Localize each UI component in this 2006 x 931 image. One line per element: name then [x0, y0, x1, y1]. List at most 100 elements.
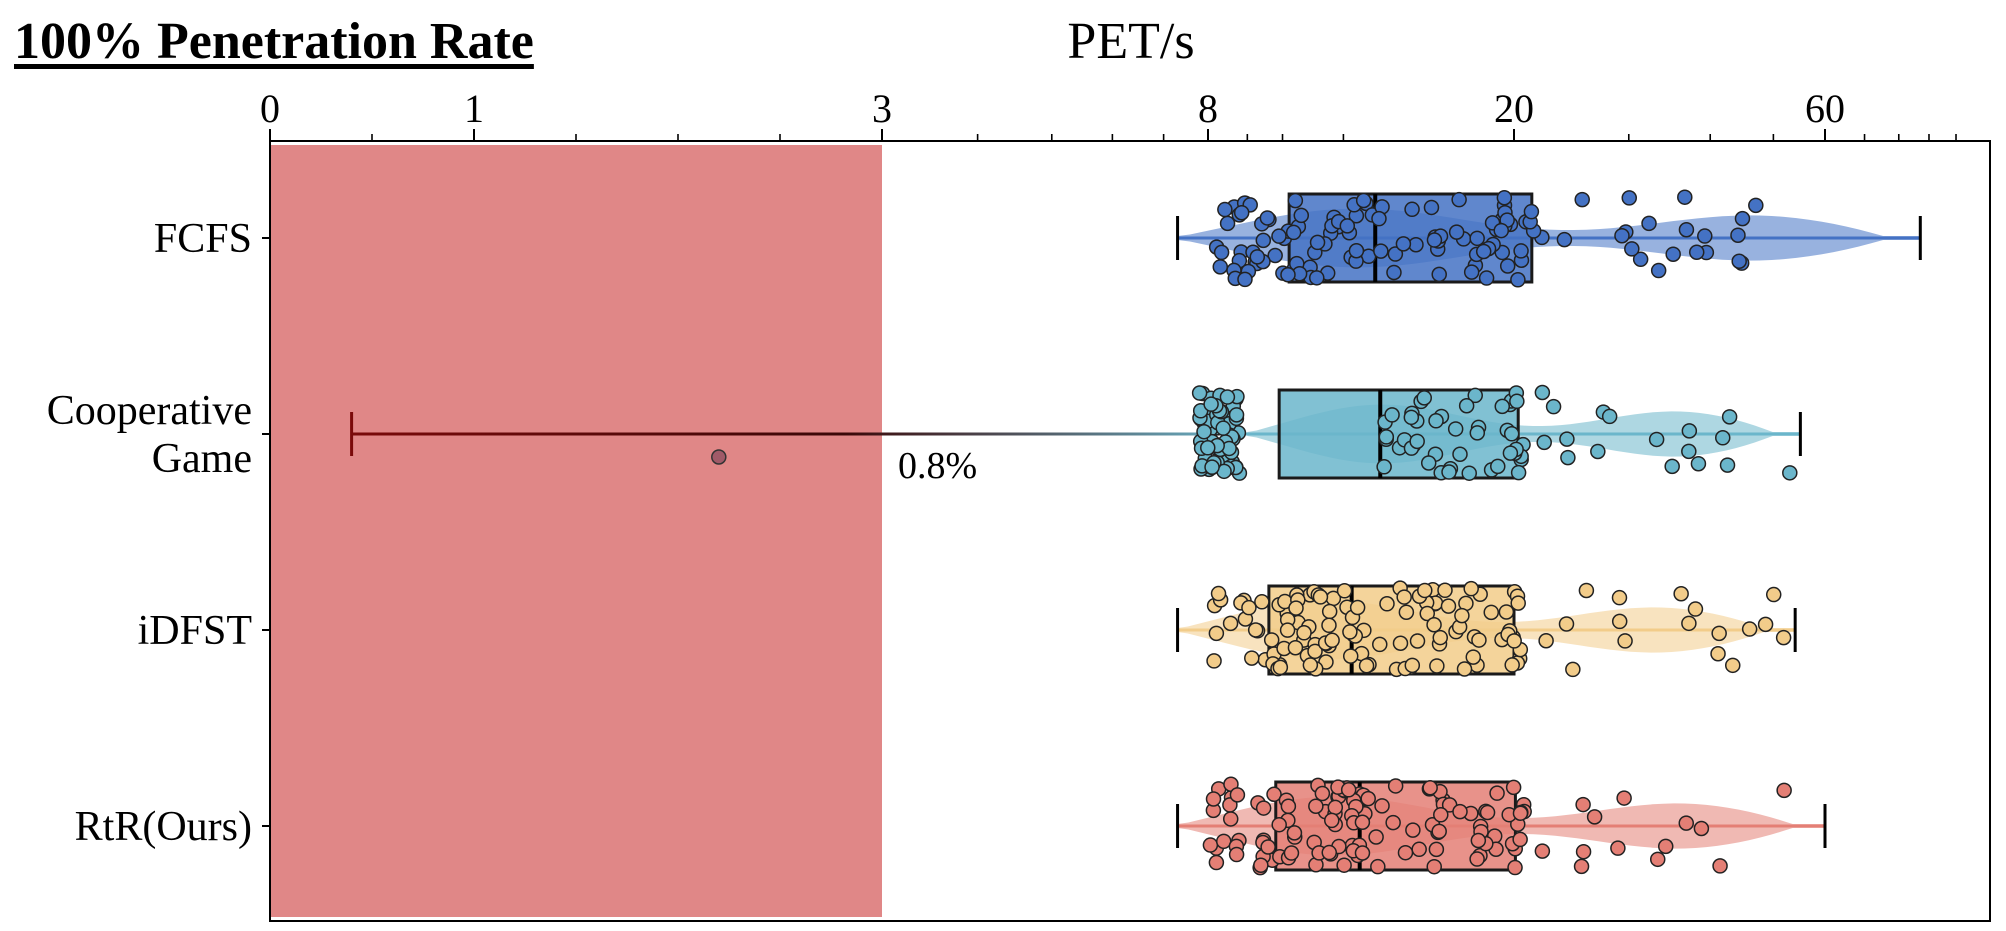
data-point — [1534, 843, 1551, 859]
data-point — [1545, 398, 1562, 415]
data-point — [1396, 589, 1412, 605]
data-point — [1321, 844, 1337, 861]
data-point — [1409, 633, 1426, 649]
data-point — [1267, 247, 1283, 264]
data-point — [1423, 199, 1440, 216]
data-point — [1419, 605, 1436, 622]
data-point — [1673, 585, 1689, 602]
data-point — [1397, 844, 1414, 861]
data-point — [1249, 249, 1266, 265]
data-point — [1314, 785, 1331, 802]
data-point — [1499, 258, 1516, 274]
data-point — [1748, 197, 1764, 214]
data-point — [1782, 465, 1798, 481]
category-label: FCFS — [154, 216, 252, 262]
data-point — [1710, 645, 1726, 662]
data-point — [1379, 596, 1395, 612]
data-point — [1507, 859, 1523, 876]
data-point — [1498, 604, 1515, 620]
data-point — [1681, 615, 1697, 632]
data-point — [1504, 657, 1520, 673]
data-point — [1575, 796, 1591, 813]
data-point — [1255, 232, 1272, 249]
data-point — [1287, 639, 1304, 656]
data-point — [1324, 812, 1340, 829]
data-point — [1621, 190, 1638, 206]
data-point — [1586, 809, 1603, 825]
data-point — [1469, 851, 1485, 867]
data-point — [1665, 246, 1681, 262]
data-point — [1426, 616, 1442, 633]
data-point — [1241, 599, 1257, 616]
data-point — [1228, 407, 1245, 423]
data-point — [1342, 648, 1359, 664]
data-point — [1697, 228, 1713, 244]
data-point — [1208, 854, 1225, 871]
data-point — [1386, 264, 1402, 281]
data-point — [1420, 455, 1437, 471]
data-point — [1496, 189, 1513, 206]
data-point — [1688, 244, 1705, 261]
data-point — [1392, 635, 1409, 651]
data-point — [1575, 843, 1592, 860]
data-point — [1712, 858, 1728, 874]
data-point — [1458, 397, 1475, 414]
data-point — [1286, 825, 1303, 841]
data-point — [1757, 616, 1774, 633]
data-point — [1416, 390, 1433, 406]
data-point — [1454, 607, 1470, 624]
data-point — [1463, 264, 1480, 280]
data-point — [1719, 457, 1736, 473]
data-point — [1285, 224, 1302, 241]
data-point — [1721, 409, 1738, 425]
data-point — [1479, 804, 1496, 821]
data-point — [1215, 833, 1232, 850]
data-point — [1254, 594, 1270, 610]
category-label: iDFST — [138, 608, 252, 654]
data-point — [1523, 203, 1540, 220]
data-point — [1578, 582, 1595, 599]
data-point — [1302, 657, 1319, 673]
plot-frame — [269, 140, 1991, 922]
category-label: RtR(Ours) — [75, 804, 252, 850]
data-point — [1461, 465, 1477, 481]
data-point — [1478, 270, 1495, 286]
data-point — [1219, 215, 1236, 232]
x-axis-label: PET/s — [1067, 13, 1194, 70]
data-point — [1512, 831, 1528, 848]
data-point — [1376, 459, 1392, 475]
data-point — [1681, 423, 1698, 439]
data-point — [1510, 595, 1526, 611]
data-point — [1395, 236, 1412, 252]
data-point — [1494, 398, 1511, 415]
data-point — [1336, 857, 1352, 873]
data-point — [1433, 807, 1449, 823]
data-point — [1342, 624, 1358, 640]
data-point — [1452, 446, 1468, 463]
data-point — [1263, 632, 1280, 648]
data-point — [1467, 387, 1483, 404]
data-point — [1280, 266, 1296, 283]
data-point — [1502, 445, 1519, 461]
data-point — [1456, 661, 1473, 677]
data-point — [1559, 431, 1575, 447]
data-point — [1590, 443, 1606, 460]
data-point — [1690, 455, 1707, 472]
data-point — [1426, 232, 1443, 248]
data-point — [1244, 650, 1260, 666]
data-point — [1237, 271, 1253, 288]
data-point — [1475, 243, 1492, 260]
data-point — [1506, 633, 1522, 649]
data-point — [1228, 846, 1245, 863]
data-point — [1293, 207, 1310, 224]
data-point — [1296, 625, 1312, 641]
x-tick-label: 3 — [872, 86, 892, 131]
data-point — [1776, 782, 1792, 799]
data-point — [1512, 805, 1529, 821]
data-point — [1309, 234, 1326, 251]
data-point — [1405, 822, 1421, 838]
data-point — [1452, 803, 1468, 820]
data-point — [1556, 231, 1573, 248]
data-point — [1469, 230, 1485, 247]
x-tick-label: 8 — [1198, 86, 1218, 131]
